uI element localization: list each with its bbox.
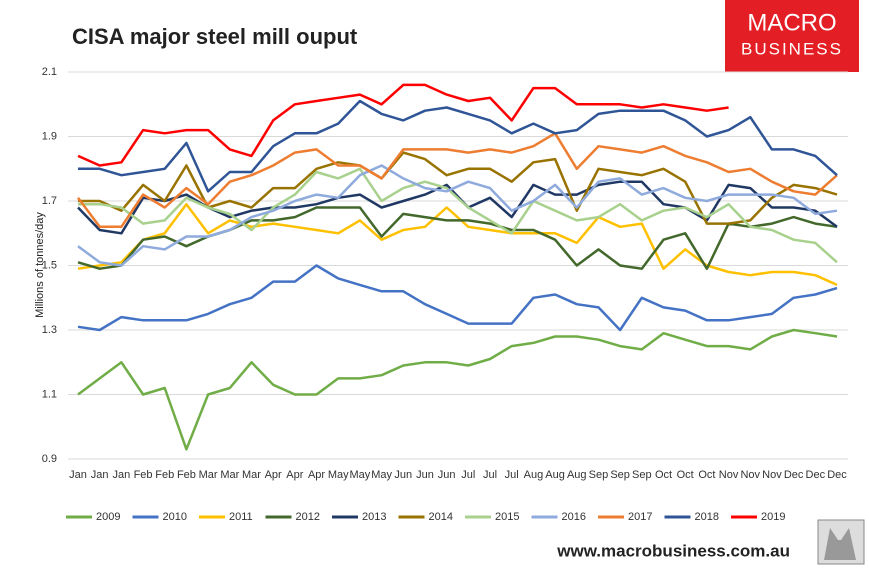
x-tick-label: Sep: [610, 469, 630, 481]
series-line: [78, 167, 838, 264]
y-tick-label: 1.7: [42, 195, 57, 207]
series-line: [77, 328, 838, 451]
series-line: [77, 164, 838, 267]
x-tick-label: Feb: [155, 469, 174, 481]
x-tick-label: Jun: [394, 469, 412, 481]
series-line: [76, 132, 838, 229]
legend-label: 2016: [562, 511, 586, 523]
x-tick-label: Oct: [655, 469, 672, 481]
x-tick-label: Nov: [719, 469, 739, 481]
logo-image: [824, 528, 856, 560]
x-tick-label: Apr: [286, 469, 303, 481]
x-tick-label: Mar: [199, 469, 218, 481]
x-tick-label: Apr: [308, 469, 325, 481]
x-tick-label: Jul: [461, 469, 475, 481]
x-tick-label: Jun: [416, 469, 434, 481]
legend-label: 2009: [96, 511, 120, 523]
x-tick-label: Aug: [524, 469, 544, 481]
x-tick-label: Jan: [112, 469, 130, 481]
series-line: [77, 264, 838, 332]
series-line: [77, 206, 838, 270]
footer: www.macrobusiness.com.au: [556, 541, 790, 560]
series-line: [77, 202, 838, 287]
x-tick-label: Feb: [177, 469, 196, 481]
x-tick-label: Sep: [589, 469, 609, 481]
y-axis-label: Millions of tonnes/day: [34, 212, 46, 318]
y-tick-label: 0.9: [42, 453, 57, 465]
x-tick-label: Dec: [806, 469, 826, 481]
x-tick-label: Jan: [69, 469, 87, 481]
legend-label: 2010: [163, 511, 187, 523]
legend-label: 2012: [296, 511, 320, 523]
x-tick-label: May: [328, 469, 349, 481]
y-tick-label: 1.1: [42, 388, 57, 400]
legend-label: 2014: [429, 511, 453, 523]
x-tick-label: Jun: [438, 469, 456, 481]
legend-label: 2018: [695, 511, 719, 523]
y-tick-label: 1.5: [42, 259, 57, 271]
x-tick-label: May: [371, 469, 392, 481]
x-tick-label: Feb: [134, 469, 153, 481]
legend-label: 2019: [761, 511, 785, 523]
x-tick-label: Nov: [762, 469, 782, 481]
x-tick-label: Jul: [505, 469, 519, 481]
x-tick-label: Apr: [265, 469, 282, 481]
logo-text: MACRO: [747, 9, 836, 36]
x-tick-label: Sep: [632, 469, 652, 481]
x-tick-label: Nov: [740, 469, 760, 481]
x-tick-label: Jan: [91, 469, 109, 481]
x-tick-label: May: [350, 469, 371, 481]
x-tick-label: Aug: [567, 469, 587, 481]
series-line: [78, 99, 838, 193]
x-tick-label: Aug: [545, 469, 565, 481]
legend-label: 2011: [229, 511, 253, 523]
x-tick-label: Mar: [242, 469, 261, 481]
legend-label: 2017: [628, 511, 652, 523]
legend-label: 2013: [362, 511, 386, 523]
legend-label: 2015: [495, 511, 519, 523]
series-line: [77, 83, 729, 167]
x-tick-label: Mar: [220, 469, 239, 481]
logo-box: [725, 0, 859, 72]
x-tick-label: Oct: [677, 469, 694, 481]
x-tick-label: Dec: [784, 469, 804, 481]
chart-title: CISA major steel mill ouput: [72, 24, 358, 49]
x-tick-label: Jul: [483, 469, 497, 481]
x-tick-label: Oct: [698, 469, 715, 481]
x-tick-label: Dec: [827, 469, 847, 481]
y-tick-label: 1.9: [42, 130, 57, 142]
y-tick-label: 1.3: [42, 324, 57, 336]
y-tick-label: 2.1: [42, 66, 57, 78]
logo-text: BUSINESS: [741, 39, 843, 58]
